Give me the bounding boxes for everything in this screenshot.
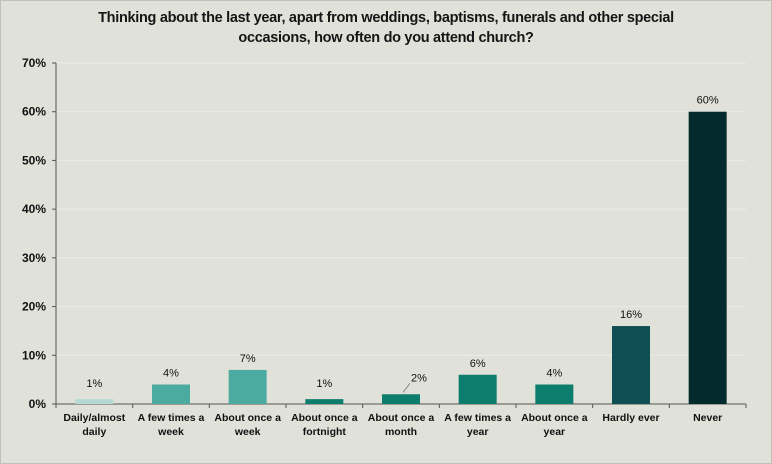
x-category-label: week <box>234 426 261 438</box>
leader-line <box>402 382 411 393</box>
x-category-label: week <box>157 426 184 438</box>
y-tick-label: 70% <box>22 56 46 70</box>
bar <box>75 399 114 404</box>
y-tick-label: 10% <box>22 348 46 362</box>
bar <box>688 111 727 404</box>
x-category-label: fortnight <box>303 426 347 438</box>
bar <box>612 326 650 404</box>
data-label: 16% <box>620 309 642 321</box>
data-label: 7% <box>240 353 256 365</box>
data-label: 1% <box>316 378 332 390</box>
data-label: 4% <box>163 368 179 380</box>
x-category-label: Never <box>693 412 722 424</box>
y-tick-label: 30% <box>22 251 46 265</box>
bar <box>152 384 190 404</box>
data-label: 2% <box>411 372 427 384</box>
x-category-label: Daily/almost <box>63 412 125 424</box>
chart-title: Thinking about the last year, apart from… <box>40 8 732 48</box>
data-label: 4% <box>546 368 562 380</box>
data-label: 60% <box>697 95 719 107</box>
x-category-label: Hardly ever <box>602 412 659 424</box>
x-category-label: year <box>467 426 489 438</box>
bar <box>535 384 574 404</box>
x-category-label: daily <box>82 426 106 438</box>
data-label: 1% <box>86 378 102 390</box>
data-label: 6% <box>470 358 486 370</box>
x-category-label: About once a <box>521 412 588 424</box>
bar <box>458 374 497 404</box>
x-category-label: month <box>385 426 417 438</box>
chart-title-line-2: occasions, how often do you attend churc… <box>238 30 534 46</box>
x-category-label: A few times a <box>138 412 205 424</box>
x-category-label: A few times a <box>444 412 511 424</box>
bar <box>382 394 420 404</box>
x-category-label: About once a <box>291 412 358 424</box>
bar <box>228 369 267 404</box>
y-tick-label: 0% <box>29 397 47 411</box>
chart-title-line-1: Thinking about the last year, apart from… <box>98 10 674 26</box>
y-tick-label: 40% <box>22 202 46 216</box>
x-category-label: About once a <box>214 412 281 424</box>
bar <box>305 399 344 404</box>
x-category-label: About once a <box>368 412 435 424</box>
x-category-label: year <box>544 426 566 438</box>
y-tick-label: 60% <box>22 105 46 119</box>
y-tick-label: 50% <box>22 153 46 167</box>
y-tick-label: 20% <box>22 300 46 314</box>
